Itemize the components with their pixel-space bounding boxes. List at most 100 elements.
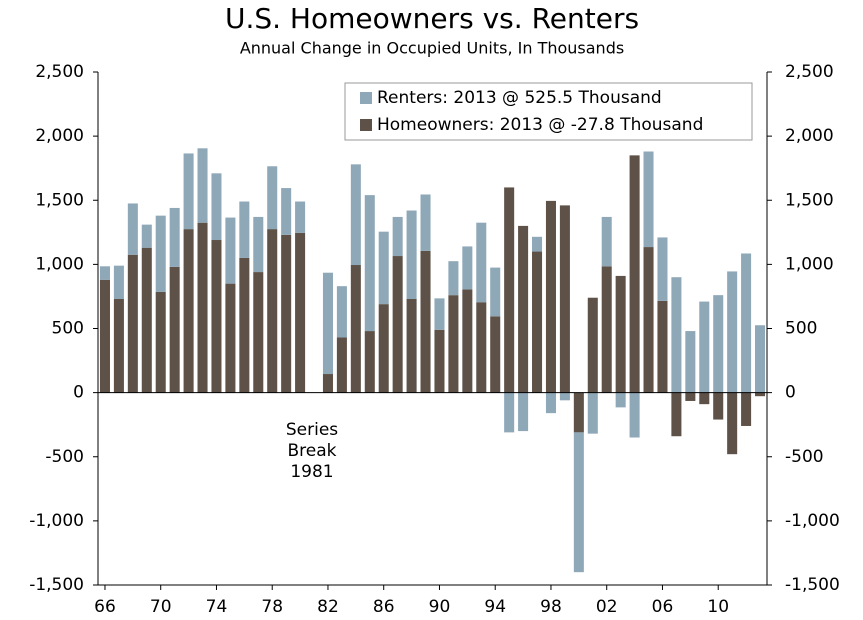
x-tick-label: 90	[429, 597, 451, 617]
bar	[155, 291, 166, 393]
chart-title: U.S. Homeowners vs. Renters	[225, 2, 639, 35]
bar	[545, 200, 556, 393]
y2-tick-label: 1,500	[785, 190, 834, 210]
bar	[573, 432, 584, 573]
x-tick-label: 66	[94, 597, 116, 617]
legend-label: Homeowners: 2013 @ -27.8 Thousand	[377, 115, 703, 135]
y-tick-label: 500	[52, 319, 84, 339]
y-tick-label: 2,500	[35, 62, 84, 82]
bar	[615, 392, 626, 408]
bar	[587, 297, 598, 393]
bar	[741, 392, 752, 426]
bar	[559, 392, 570, 401]
y-tick-label: -500	[45, 447, 84, 467]
annotation: Series	[286, 420, 338, 440]
x-tick-label: 70	[150, 597, 172, 617]
bar	[281, 188, 292, 235]
bar	[99, 266, 110, 280]
x-tick-label: 10	[707, 597, 729, 617]
x-tick-label: 98	[540, 597, 562, 617]
y-tick-label: 2,000	[35, 126, 84, 146]
bar	[685, 392, 696, 401]
bar	[392, 256, 403, 393]
bar	[532, 251, 543, 393]
bar	[713, 295, 724, 393]
y2-tick-label: 1,000	[785, 254, 834, 274]
bar	[727, 392, 738, 455]
bar	[699, 301, 710, 393]
bar	[713, 392, 724, 420]
bar	[741, 253, 752, 393]
bar	[211, 240, 222, 393]
bar	[699, 392, 710, 405]
bar	[643, 151, 654, 248]
bar	[281, 234, 292, 393]
bar	[239, 201, 250, 258]
bar	[504, 187, 515, 393]
x-tick-label: 86	[373, 597, 395, 617]
y2-tick-label: 0	[785, 383, 796, 403]
bar	[364, 331, 375, 393]
x-tick-label: 82	[317, 597, 339, 617]
bar	[420, 194, 431, 251]
y-tick-label: -1,500	[29, 575, 84, 595]
bar	[406, 299, 417, 393]
bar	[559, 205, 570, 393]
y2-tick-label: 500	[785, 319, 817, 339]
annotation: 1981	[290, 462, 333, 482]
bar	[336, 286, 347, 338]
bar	[211, 173, 222, 241]
x-tick-label: 06	[652, 597, 674, 617]
bar	[336, 337, 347, 393]
bar	[169, 207, 180, 267]
bar	[253, 216, 264, 273]
bar	[476, 222, 487, 303]
x-tick-label: 78	[261, 597, 283, 617]
bar	[295, 232, 306, 393]
chart-subtitle: Annual Change in Occupied Units, In Thou…	[240, 39, 624, 58]
bar	[197, 148, 208, 223]
bar	[727, 271, 738, 393]
bar	[573, 392, 584, 433]
x-tick-label: 94	[484, 597, 506, 617]
bar	[322, 272, 333, 375]
bar	[671, 392, 682, 437]
legend-box	[344, 82, 753, 141]
bar	[476, 302, 487, 393]
bar	[378, 304, 389, 393]
y2-tick-label: -1,000	[785, 511, 840, 531]
bar	[615, 275, 626, 393]
bar	[406, 210, 417, 300]
bar	[629, 155, 640, 393]
bar	[239, 257, 250, 393]
y2-tick-label: 2,000	[785, 126, 834, 146]
bar	[253, 272, 264, 393]
x-tick-label: 02	[596, 597, 618, 617]
bar	[504, 392, 515, 433]
bar	[518, 225, 529, 393]
bar	[225, 217, 236, 284]
bar	[518, 392, 529, 432]
bar	[629, 392, 640, 438]
bar	[350, 265, 361, 393]
bar	[197, 222, 208, 393]
legend-swatch	[360, 92, 372, 104]
bar	[462, 246, 473, 290]
bar	[113, 299, 124, 393]
bar	[350, 164, 361, 266]
bar	[295, 201, 306, 233]
annotation: Break	[288, 441, 337, 461]
bar	[490, 267, 501, 317]
bar	[155, 215, 166, 292]
bar	[587, 392, 598, 434]
y-tick-label: 1,000	[35, 254, 84, 274]
bar	[378, 231, 389, 305]
bar	[601, 216, 612, 267]
bar	[141, 247, 152, 393]
bar	[434, 298, 445, 330]
y-tick-label: -1,000	[29, 511, 84, 531]
bar	[420, 250, 431, 393]
bar	[755, 392, 766, 397]
bar	[545, 392, 556, 414]
